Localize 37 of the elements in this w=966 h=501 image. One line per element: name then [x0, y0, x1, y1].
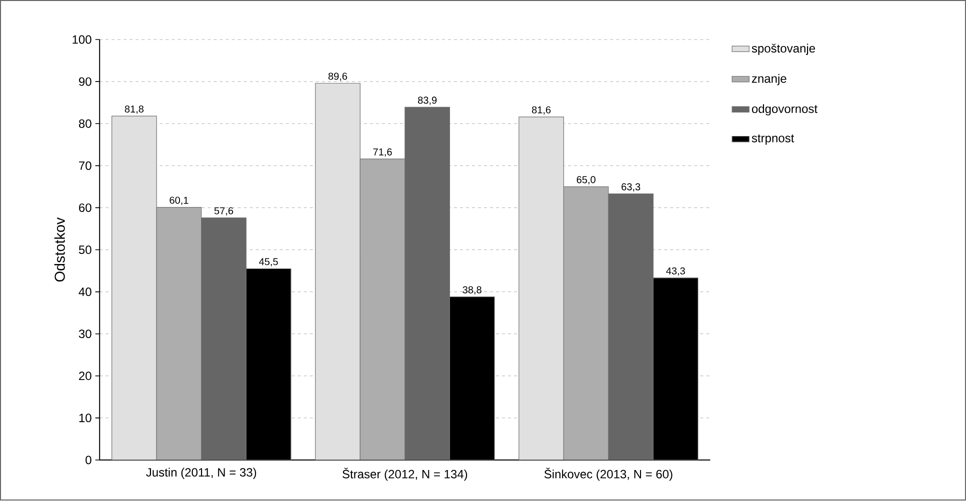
data-label: 57,6 [214, 207, 234, 216]
bar [112, 116, 157, 460]
y-axis-title: Odstotkov [54, 218, 65, 282]
legend-label: strpnost [752, 134, 794, 145]
y-tick-label: 70 [79, 162, 92, 170]
data-label: 38,8 [462, 286, 482, 295]
data-label: 43,3 [666, 268, 685, 276]
y-tick-label: 100 [72, 36, 92, 44]
bar [315, 83, 360, 460]
data-label: 65,0 [576, 176, 596, 185]
y-tick-label: 30 [78, 330, 92, 338]
data-label: 83,9 [418, 96, 437, 106]
data-label: 81,8 [124, 106, 144, 114]
legend-label: spoštovanje [752, 44, 816, 56]
legend-label: znanje [752, 74, 786, 86]
data-label: 89,6 [328, 72, 348, 82]
bar [563, 186, 609, 460]
bar [518, 116, 564, 460]
data-label: 63,3 [622, 184, 640, 192]
y-tick-label: 50 [78, 246, 92, 254]
x-tick-label: Štraser (2012, N = 134) [342, 468, 468, 481]
y-tick-label: 0 [86, 456, 92, 464]
data-label: 45,5 [259, 258, 278, 267]
data-label: 81,6 [532, 106, 551, 115]
x-tick-label: Šinkovec (2013, N = 60) [544, 468, 672, 481]
y-tick-label: 10 [79, 414, 92, 422]
y-tick-label: 60 [79, 204, 92, 212]
data-label: 60,1 [170, 196, 188, 206]
data-label: 71,6 [373, 148, 392, 157]
legend-label: odgovornost [752, 104, 818, 116]
bar [360, 158, 406, 460]
y-tick-label: 80 [78, 120, 92, 128]
y-tick-label: 20 [79, 372, 92, 380]
x-tick-label: Justin (2011, N = 33) [146, 468, 256, 480]
y-tick-label: 40 [78, 288, 92, 296]
bar [156, 207, 202, 460]
y-tick-label: 90 [79, 78, 92, 86]
